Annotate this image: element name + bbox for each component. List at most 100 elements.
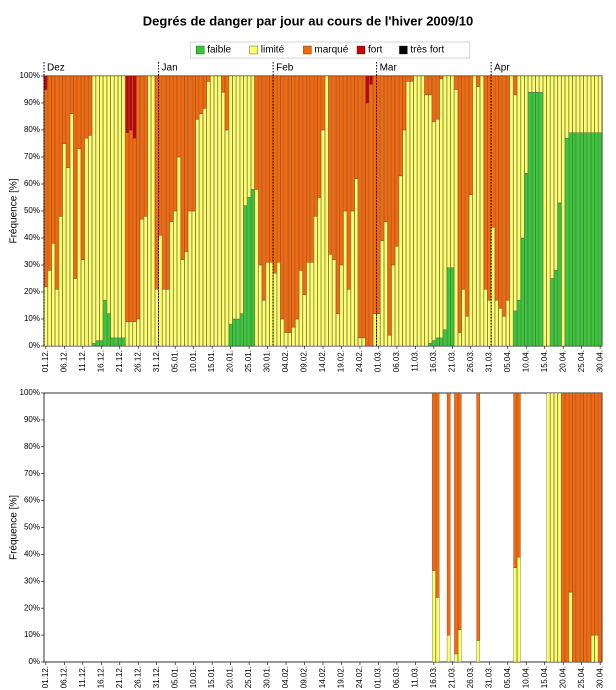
bar-segment (243, 205, 248, 347)
bar-segment (472, 75, 477, 347)
bar-segment (557, 75, 562, 204)
bar-segment (95, 340, 100, 347)
x-tick-label: 11.12. (78, 666, 87, 688)
bar-segment (118, 75, 122, 339)
bar-segment (280, 75, 285, 320)
y-tick-label: 70% (24, 469, 40, 478)
x-tick-label: 11.12. (78, 350, 87, 372)
bar-segment (136, 318, 140, 347)
bar-segment (517, 556, 521, 663)
bar-segment (106, 313, 111, 347)
x-tick-label: 31.12. (152, 666, 161, 688)
bar-segment (154, 75, 159, 290)
bar-segment (361, 337, 366, 347)
bar-segment (498, 75, 503, 309)
x-tick-label: 10.04. (521, 350, 530, 372)
bar-segment (317, 197, 322, 347)
bar-segment (313, 75, 318, 217)
bar-segment (177, 156, 181, 347)
bar-segment (251, 75, 255, 190)
bar-segment (106, 75, 111, 314)
bar-segment (299, 75, 303, 271)
x-tick-label: 26.03. (466, 350, 475, 372)
x-tick-label: 01.03. (374, 666, 383, 688)
bar-segment (506, 75, 510, 301)
bar-segment (461, 75, 466, 290)
bar-segment (546, 392, 551, 663)
bar-segment (469, 194, 473, 347)
bar-segment (284, 75, 288, 333)
bar-segment (432, 570, 436, 663)
x-tick-label: 26.12. (133, 666, 142, 688)
bar-segment (583, 75, 588, 133)
bar-segment (151, 75, 155, 347)
bar-segment (339, 264, 344, 347)
bar-segment (343, 75, 347, 212)
bar-segment (387, 335, 392, 347)
bar-segment (446, 634, 451, 663)
bar-segment (384, 221, 388, 347)
bar-segment (269, 262, 274, 347)
bar-segment (188, 75, 192, 212)
bar-segment (358, 337, 362, 347)
bar-segment (435, 392, 440, 598)
bar-segment (457, 629, 462, 663)
bar-segment (195, 119, 200, 347)
bar-segment (598, 75, 602, 133)
bar-segment (258, 264, 262, 347)
bar-segment (354, 178, 359, 347)
bar-segment (269, 75, 274, 263)
bar-segment (66, 75, 70, 168)
bar-segment (598, 392, 602, 663)
bar-segment (469, 75, 473, 195)
bar-segment (546, 75, 551, 347)
legend-swatch (356, 45, 366, 55)
x-tick-label: 05.01. (170, 350, 179, 372)
bar-segment (550, 278, 554, 347)
bar-segment (550, 392, 554, 663)
bar-segment (391, 264, 395, 347)
bar-segment (206, 75, 211, 82)
y-tick-label: 60% (24, 179, 40, 188)
bar-segment (92, 343, 96, 347)
bar-segment (280, 318, 285, 347)
bar-segment (221, 92, 225, 347)
bar-segment (103, 299, 107, 347)
bar-segment (173, 75, 177, 212)
bar-segment (166, 75, 170, 290)
bar-segment (594, 132, 599, 347)
bar-segment (125, 75, 129, 133)
bar-segment (369, 75, 373, 85)
bar-segment (129, 129, 133, 322)
legend-label: très fort (410, 45, 444, 56)
x-tick-label: 10.01. (189, 666, 198, 688)
bar-segment (291, 75, 296, 328)
bar-segment (402, 129, 407, 347)
month-label: Apr (494, 63, 510, 74)
bar-segment (191, 210, 196, 347)
bar-segment (539, 75, 543, 93)
bar-segment (421, 75, 425, 347)
bar-segment (287, 332, 292, 347)
bar-segment (44, 286, 48, 347)
legend-label: limité (261, 45, 285, 56)
bar-segment (69, 75, 74, 114)
bar-segment (446, 267, 451, 347)
bar-segment (99, 75, 104, 341)
x-tick-label: 19.02. (337, 666, 346, 688)
x-tick-label: 20.04. (558, 666, 567, 688)
y-axis-label: Fréquence [%] (9, 495, 20, 560)
y-tick-label: 20% (24, 603, 40, 612)
bar-segment (118, 337, 122, 347)
bar-segment (502, 75, 506, 317)
bar-segment (195, 75, 200, 120)
bar-segment (62, 75, 67, 144)
bar-segment (513, 392, 517, 569)
bar-segment (177, 75, 181, 158)
bar-segment (454, 392, 458, 655)
bar-segment (568, 392, 573, 593)
bar-segment (365, 75, 370, 104)
bar-segment (332, 259, 336, 347)
bar-segment (535, 92, 540, 347)
